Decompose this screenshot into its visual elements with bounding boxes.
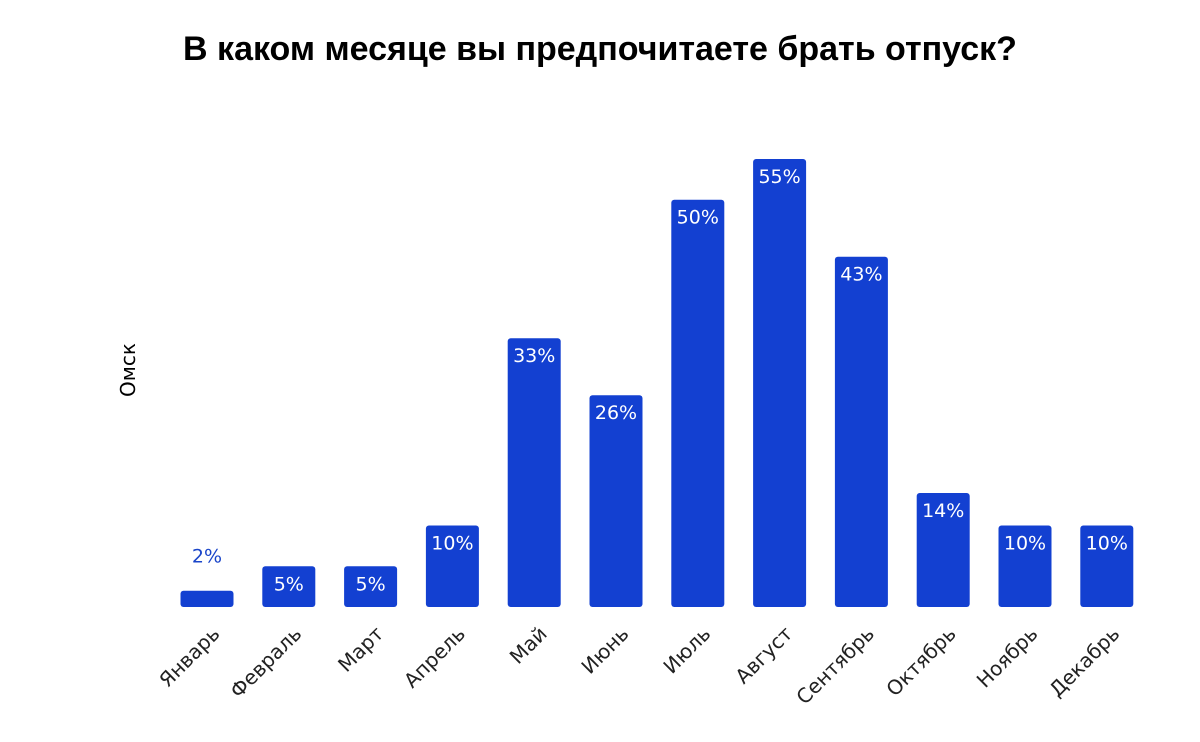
bar-1 xyxy=(180,590,234,607)
x-tick-label-10: Октябрь xyxy=(881,622,960,701)
value-labels-group: 2% 5% 5% 10% 33% 26% 50% 55% 43% 14% 10% 10% xyxy=(192,166,1128,595)
bar-7 xyxy=(671,199,725,607)
bar-3 xyxy=(344,566,398,607)
bar-2 xyxy=(262,566,316,607)
bar-value-label-1: 2% xyxy=(192,546,222,568)
bar-12 xyxy=(1080,525,1134,607)
x-tick-label-6: Июнь xyxy=(576,622,633,679)
bar-6 xyxy=(589,395,643,607)
bar-9 xyxy=(834,256,888,607)
bar-value-label-6: 26% xyxy=(595,402,637,424)
chart-title: В каком месяце вы предпочитаете брать от… xyxy=(183,30,1017,68)
x-tick-label-12: Декабрь xyxy=(1044,622,1124,702)
y-axis-label: Омск xyxy=(116,343,140,397)
bar-value-label-3: 5% xyxy=(356,573,386,595)
bar-11 xyxy=(998,525,1052,607)
bar-5 xyxy=(507,338,561,607)
bar-value-label-11: 10% xyxy=(1004,533,1046,555)
bar-value-label-8: 55% xyxy=(758,166,800,188)
bar-value-label-4: 10% xyxy=(431,533,473,555)
bar-8 xyxy=(753,159,807,607)
bar-value-label-12: 10% xyxy=(1086,533,1128,555)
x-tick-labels-group: Январь Февраль Март Апрель Май Июнь Июль Август… xyxy=(154,621,1124,709)
x-tick-label-2: Февраль xyxy=(225,622,306,703)
bars-group xyxy=(180,159,1134,607)
x-tick-label-5: Май xyxy=(505,622,552,669)
x-tick-label-11: Ноябрь xyxy=(972,622,1043,693)
bar-value-label-2: 5% xyxy=(274,573,304,595)
x-tick-label-9: Сентябрь xyxy=(791,622,879,710)
bar-value-label-9: 43% xyxy=(840,264,882,286)
x-tick-label-1: Январь xyxy=(154,622,224,692)
x-tick-label-7: Июль xyxy=(659,622,716,679)
x-tick-label-3: Март xyxy=(333,621,388,676)
bar-value-label-7: 50% xyxy=(677,207,719,229)
x-tick-label-8: Август xyxy=(730,621,797,688)
x-tick-label-4: Апрель xyxy=(399,622,470,693)
bar-10 xyxy=(916,493,970,607)
bar-value-label-5: 33% xyxy=(513,345,555,367)
bar-value-label-10: 14% xyxy=(922,500,964,522)
bar-4 xyxy=(425,525,479,607)
